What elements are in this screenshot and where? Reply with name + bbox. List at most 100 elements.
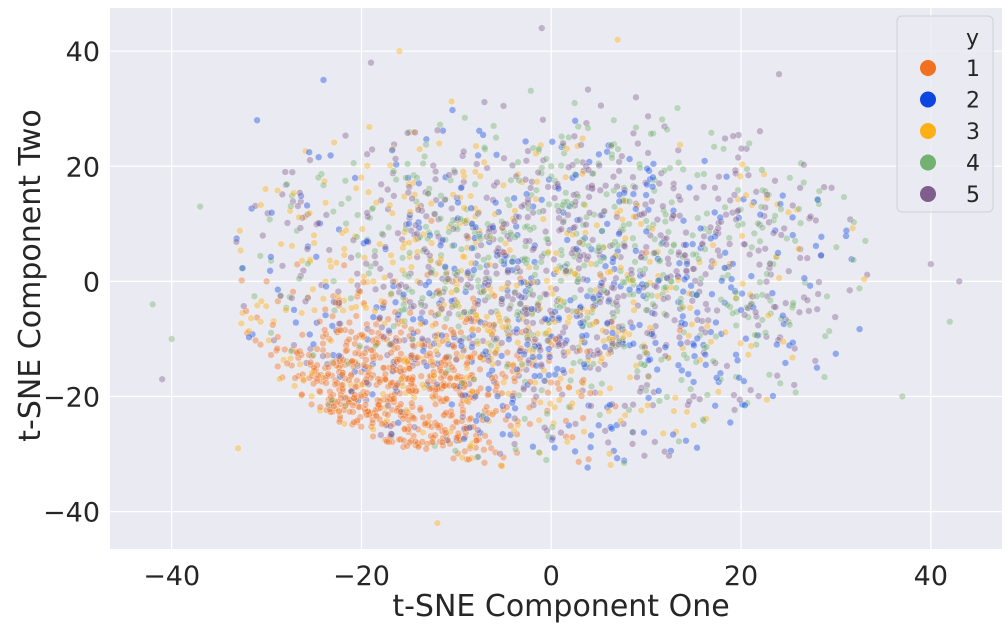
point-series-4 — [663, 393, 671, 401]
point-series-3 — [234, 444, 242, 452]
point-series-5 — [363, 150, 371, 158]
point-series-2 — [313, 319, 321, 327]
point-series-2 — [717, 330, 726, 338]
point-series-1 — [484, 391, 492, 399]
point-series-1 — [493, 382, 501, 390]
point-series-4 — [624, 274, 632, 282]
point-series-4 — [670, 240, 678, 249]
point-series-2 — [606, 401, 614, 409]
point-series-3 — [310, 239, 318, 247]
point-series-2 — [669, 430, 677, 439]
point-series-3 — [431, 270, 440, 278]
point-series-3 — [599, 326, 607, 335]
point-series-1 — [356, 331, 364, 340]
point-series-4 — [616, 267, 625, 275]
point-series-1 — [608, 317, 616, 326]
point-series-1 — [436, 366, 445, 374]
point-series-5 — [660, 122, 669, 131]
point-series-2 — [597, 279, 606, 287]
point-series-1 — [389, 420, 398, 428]
point-series-4 — [710, 143, 718, 151]
point-series-5 — [459, 413, 467, 421]
point-series-4 — [569, 359, 578, 367]
point-series-4 — [413, 173, 421, 182]
point-series-5 — [387, 432, 395, 441]
point-series-3 — [614, 327, 623, 336]
point-series-4 — [557, 161, 565, 170]
point-series-1 — [552, 335, 560, 343]
point-series-2 — [629, 428, 637, 436]
point-series-1 — [584, 455, 593, 463]
point-series-4 — [763, 270, 771, 278]
point-series-3 — [296, 360, 304, 369]
point-series-3 — [630, 212, 638, 221]
point-series-2 — [415, 224, 423, 232]
point-series-3 — [457, 313, 465, 321]
point-series-4 — [544, 249, 552, 258]
point-series-5 — [563, 306, 572, 314]
point-series-4 — [319, 181, 328, 189]
point-series-1 — [516, 365, 524, 374]
point-series-2 — [460, 435, 468, 443]
point-series-4 — [617, 225, 625, 234]
point-series-5 — [465, 334, 473, 342]
point-series-1 — [383, 421, 391, 429]
point-series-3 — [696, 356, 704, 364]
point-series-1 — [418, 319, 427, 328]
point-series-3 — [400, 228, 409, 236]
point-series-1 — [427, 432, 435, 440]
point-series-2 — [467, 204, 475, 212]
point-series-2 — [475, 230, 484, 238]
point-series-5 — [523, 309, 532, 318]
point-series-4 — [555, 262, 564, 271]
point-series-3 — [618, 215, 627, 224]
point-series-3 — [399, 244, 407, 252]
point-series-4 — [454, 322, 463, 331]
point-series-1 — [485, 438, 493, 447]
point-series-2 — [658, 238, 667, 247]
point-series-5 — [551, 183, 559, 191]
point-series-2 — [576, 319, 585, 327]
point-series-3 — [630, 306, 638, 314]
point-series-5 — [457, 275, 465, 284]
point-series-3 — [319, 294, 328, 303]
point-series-5 — [691, 277, 699, 285]
point-series-5 — [846, 215, 854, 224]
point-series-4 — [343, 357, 351, 366]
point-series-2 — [595, 150, 603, 159]
point-series-5 — [608, 338, 616, 346]
point-series-1 — [417, 372, 425, 380]
point-series-2 — [608, 424, 616, 433]
point-series-2 — [648, 309, 656, 317]
point-series-1 — [372, 406, 380, 414]
point-series-5 — [468, 339, 477, 348]
point-series-5 — [564, 163, 573, 171]
point-series-5 — [714, 229, 722, 238]
point-series-2 — [372, 303, 381, 312]
point-series-3 — [609, 324, 617, 332]
y-tick-label: 0 — [83, 267, 100, 298]
point-series-1 — [357, 368, 365, 376]
point-series-3 — [471, 212, 480, 221]
point-series-3 — [573, 308, 582, 316]
point-series-5 — [588, 236, 597, 244]
point-series-1 — [459, 405, 467, 414]
point-series-1 — [517, 344, 525, 353]
point-series-4 — [785, 321, 794, 329]
point-series-1 — [349, 408, 357, 416]
point-series-1 — [345, 318, 354, 327]
point-series-1 — [350, 418, 358, 426]
point-series-1 — [384, 397, 392, 406]
point-series-3 — [445, 277, 453, 285]
point-series-2 — [551, 307, 559, 316]
point-series-5 — [564, 211, 572, 219]
point-series-3 — [357, 173, 365, 182]
point-series-4 — [547, 162, 555, 170]
point-series-5 — [322, 211, 331, 219]
point-series-1 — [416, 406, 425, 414]
point-series-4 — [511, 233, 519, 241]
point-series-2 — [247, 204, 256, 213]
point-series-5 — [555, 207, 563, 215]
point-series-5 — [404, 188, 413, 197]
point-series-5 — [820, 183, 828, 191]
